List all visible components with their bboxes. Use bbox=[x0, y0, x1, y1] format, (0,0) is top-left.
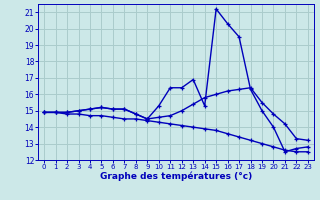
X-axis label: Graphe des températures (°c): Graphe des températures (°c) bbox=[100, 172, 252, 181]
